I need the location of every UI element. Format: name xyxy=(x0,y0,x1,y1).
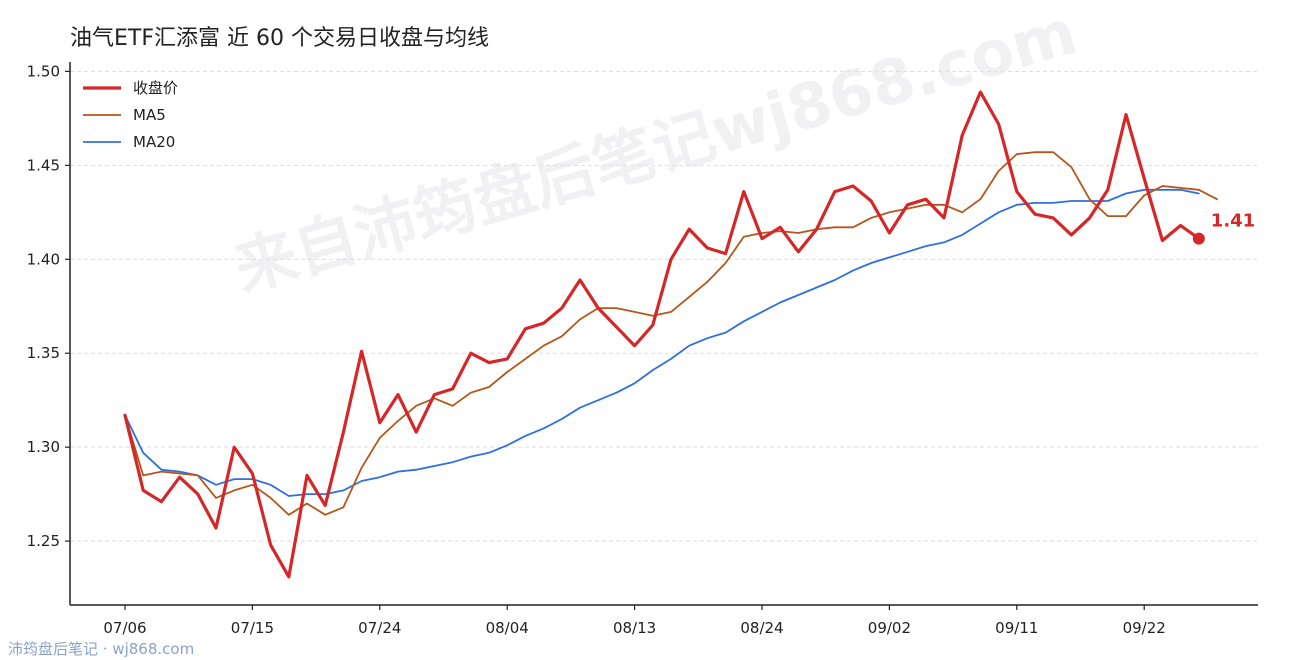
y-tick-label: 1.30 xyxy=(27,438,60,456)
y-tick-label: 1.25 xyxy=(27,532,60,550)
legend-label-close: 收盘价 xyxy=(133,79,178,97)
x-tick-label: 08/04 xyxy=(486,619,529,637)
chart-title: 油气ETF汇添富 近 60 个交易日收盘与均线 xyxy=(70,26,489,51)
x-tick-label: 08/24 xyxy=(740,619,783,637)
y-tick-label: 1.40 xyxy=(27,250,60,268)
x-tick-label: 09/11 xyxy=(995,619,1038,637)
x-tick-label: 07/15 xyxy=(231,619,274,637)
y-tick-label: 1.50 xyxy=(27,62,60,80)
last-close-label: 1.41 xyxy=(1211,211,1255,232)
x-tick-label: 08/13 xyxy=(613,619,656,637)
x-tick-label: 07/06 xyxy=(103,619,146,637)
legend-label-ma20: MA20 xyxy=(133,133,175,151)
x-tick-label: 09/22 xyxy=(1123,619,1166,637)
last-close-point xyxy=(1192,232,1205,245)
y-tick-label: 1.35 xyxy=(27,344,60,362)
series-line-close xyxy=(123,90,1201,579)
series-line-ma20 xyxy=(124,188,1200,497)
x-tick-label: 07/24 xyxy=(358,619,401,637)
x-tick-label: 09/02 xyxy=(868,619,911,637)
legend-label-ma5: MA5 xyxy=(133,106,166,124)
y-tick-label: 1.45 xyxy=(27,156,60,174)
footer-credit: 沛筠盘后笔记 · wj868.com xyxy=(8,640,195,658)
series-line-ma5 xyxy=(124,151,1218,516)
